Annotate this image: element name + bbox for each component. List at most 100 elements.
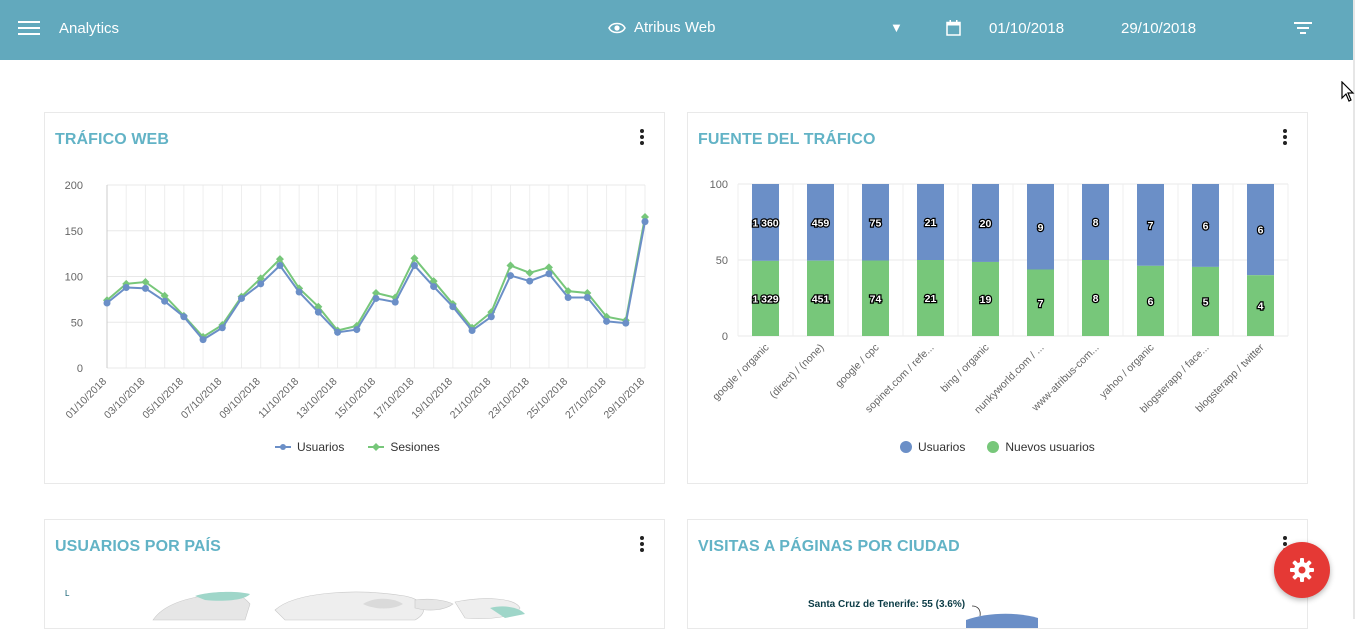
filter-icon[interactable] [1294,21,1312,35]
data-point-sesiones [372,288,380,297]
settings-button[interactable] [1274,542,1330,598]
gear-icon [1290,558,1314,582]
bar-usuarios [752,184,779,261]
data-point-usuarios [487,313,495,321]
y-tick-label: 100 [710,179,728,191]
data-point-usuarios [199,336,207,344]
data-point-usuarios [410,262,418,270]
date-to-field[interactable]: 29/10/2018 [1121,20,1197,37]
data-point-usuarios [526,277,534,285]
bar-usuarios [807,184,834,261]
data-point-usuarios [468,326,476,334]
bar-usuarios [862,184,889,261]
y-tick-label: 200 [65,180,83,192]
window-edge [1353,0,1355,619]
data-point-sesiones [602,312,611,321]
data-point-usuarios [276,262,284,270]
x-tick-label: google / cpc [833,342,882,391]
data-point-usuarios [353,326,361,334]
data-point-usuarios [334,328,342,336]
eye-icon [608,22,626,33]
data-point-usuarios [238,294,245,302]
dropdown-caret-icon[interactable]: ▼ [890,20,903,35]
legend-nuevos-label: Nuevos usuarios [1005,440,1095,454]
traffic-source-card: FUENTE DEL TRÁFICO 0 50 100 1 360 1 329 googl… [687,112,1308,484]
traffic-line-chart: 05010015020001/10/201803/10/201805/10/20… [63,180,649,422]
chart-legend: Usuarios Nuevos usuarios [900,440,1095,454]
data-label-usuarios: 6 [1203,220,1209,232]
y-tick-label: 50 [716,255,728,267]
legend-usuarios-label: Usuarios [297,440,345,454]
card-title: USUARIOS POR PAÍS [55,538,221,555]
top-app-bar: Analytics Atribus Web ▼ 01/10/2018 29/10… [0,0,1353,60]
more-options-icon[interactable] [638,129,646,145]
bar-nuevos-usuarios [807,260,834,336]
x-tick-label: 09/10/2018 [217,376,263,422]
data-label-nuevos-usuarios: 7 [1038,298,1044,310]
data-point-sesiones [122,279,131,288]
bar-nuevos-usuarios [862,260,889,336]
data-point-usuarios [257,280,265,288]
data-label-nuevos-usuarios: 451 [812,293,830,305]
data-point-usuarios [603,317,611,325]
hamburger-menu-icon[interactable] [18,18,40,40]
legend-usuarios-label: Usuarios [918,440,966,454]
chart-legend: Usuarios Sesiones [275,440,440,454]
data-point-sesiones [564,287,573,296]
data-point-sesiones [160,291,169,300]
data-label-nuevos-usuarios: 5 [1203,296,1209,308]
data-point-sesiones [429,277,438,286]
data-point-usuarios [141,284,149,292]
more-options-icon[interactable] [638,536,646,552]
more-options-icon[interactable] [1281,129,1289,145]
calendar-icon[interactable] [946,20,961,36]
traffic-card: TRÁFICO WEB 0 50 100 150 200 01/10/2018 03/10/… [44,112,665,484]
data-point-usuarios [122,283,130,291]
data-point-usuarios [622,319,630,327]
bar-nuevos-usuarios [1027,269,1054,336]
visits-by-city-card: VISITAS A PÁGINAS POR CIUDAD Santa Cruz … [687,519,1308,629]
users-by-country-card: USUARIOS POR PAÍS L [44,519,665,629]
bar-nuevos-usuarios [1247,275,1274,336]
data-point-usuarios [295,288,303,296]
data-point-sesiones [141,277,150,286]
bar-nuevos-usuarios [917,260,944,336]
data-label-nuevos-usuarios: 1 329 [752,293,778,305]
data-label-nuevos-usuarios: 19 [980,294,992,306]
legend-sesiones-label: Sesiones [390,440,440,454]
data-point-usuarios [449,303,457,311]
x-tick-label: (direct) / (none) [767,342,826,401]
data-point-sesiones [506,261,515,270]
app-title: Analytics [59,20,120,37]
data-label-usuarios: 459 [812,217,830,229]
city-pie-chart[interactable] [688,598,1308,629]
data-point-usuarios [641,218,649,226]
x-tick-label: 29/10/2018 [601,376,647,422]
bar-nuevos-usuarios [972,261,999,336]
data-point-usuarios [372,294,380,302]
y-tick-label: 0 [77,363,83,375]
world-map[interactable] [45,590,665,629]
legend-usuarios-marker [275,444,291,450]
bar-usuarios [972,184,999,262]
data-point-sesiones [275,255,284,264]
legend-nuevos-marker [987,441,1000,453]
x-tick-label: bing / organic [939,342,992,395]
data-point-usuarios [545,270,553,278]
data-label-usuarios: 8 [1093,217,1099,229]
data-point-usuarios [314,308,322,316]
y-tick-label: 50 [71,317,83,329]
data-label-nuevos-usuarios: 6 [1148,296,1154,308]
data-point-usuarios [430,283,438,291]
data-label-nuevos-usuarios: 8 [1093,293,1099,305]
site-name: Atribus Web [634,19,716,36]
bar-usuarios [1192,184,1219,267]
site-selector[interactable]: Atribus Web [608,19,715,36]
y-tick-label: 100 [65,272,83,284]
bar-nuevos-usuarios [1192,266,1219,336]
bar-usuarios [1082,184,1109,260]
y-tick-label: 0 [722,331,728,343]
data-label-usuarios: 7 [1148,220,1154,232]
date-from-field[interactable]: 01/10/2018 [989,20,1065,37]
